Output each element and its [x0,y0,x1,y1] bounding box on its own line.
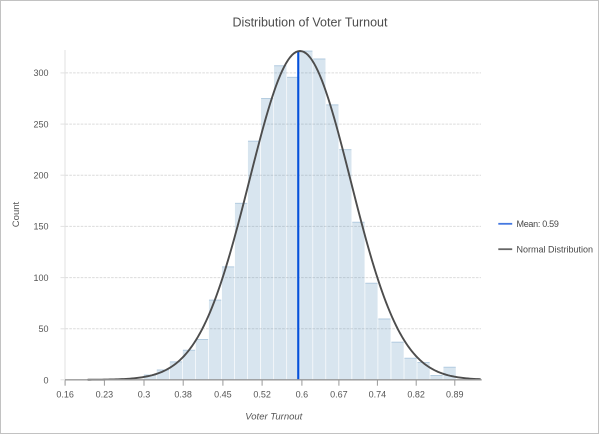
svg-text:0.6: 0.6 [296,390,309,400]
svg-text:Count: Count [11,201,22,227]
svg-text:0.67: 0.67 [330,390,348,400]
svg-text:0.3: 0.3 [138,390,151,400]
svg-text:0.23: 0.23 [96,390,114,400]
svg-text:Voter Turnout: Voter Turnout [245,411,302,422]
svg-text:0.45: 0.45 [214,390,232,400]
svg-text:50: 50 [38,324,48,334]
svg-text:150: 150 [33,222,48,232]
svg-text:0.52: 0.52 [253,390,271,400]
svg-text:0.89: 0.89 [446,390,464,400]
svg-text:Normal Distribution: Normal Distribution [517,245,594,255]
svg-text:Distribution of Voter Turnout: Distribution of Voter Turnout [233,16,388,30]
svg-text:300: 300 [33,68,48,78]
svg-text:0: 0 [43,375,48,385]
svg-text:0.38: 0.38 [174,390,192,400]
svg-text:0.74: 0.74 [369,390,387,400]
svg-text:Mean: 0.59: Mean: 0.59 [517,219,559,229]
svg-text:0.16: 0.16 [56,390,74,400]
svg-text:250: 250 [33,119,48,129]
svg-text:100: 100 [33,273,48,283]
svg-text:200: 200 [33,171,48,181]
svg-text:0.82: 0.82 [407,390,425,400]
